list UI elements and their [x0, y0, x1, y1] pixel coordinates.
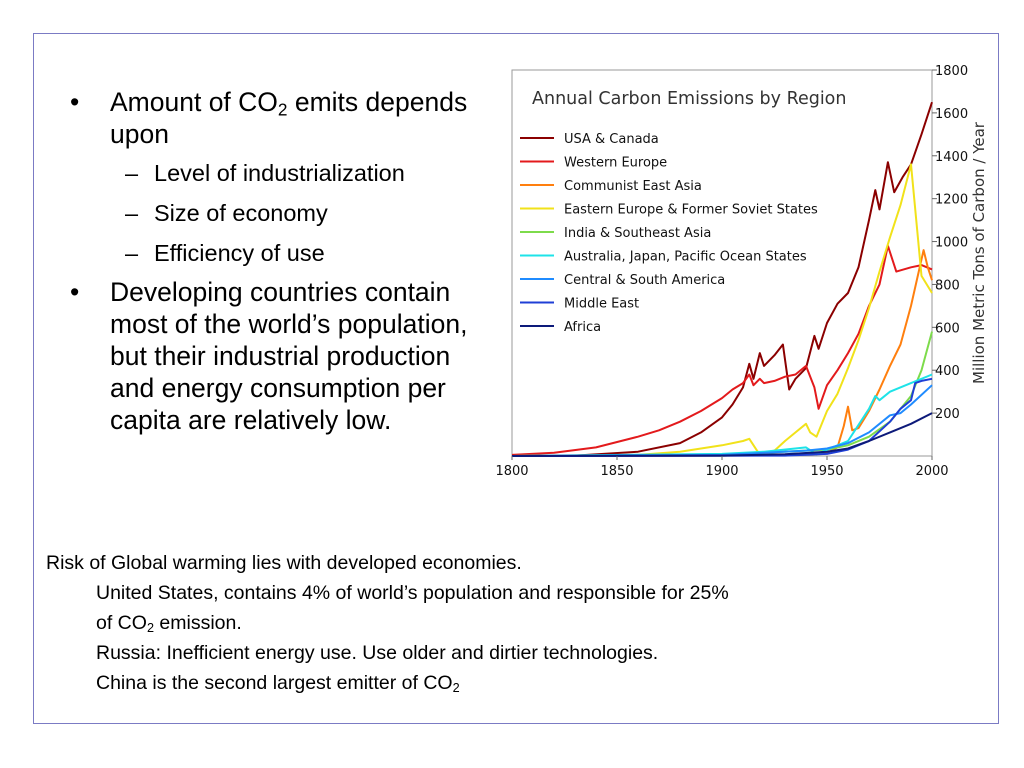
legend-label-6: Central & South America	[564, 273, 725, 288]
x-tick-label-4: 2000	[915, 464, 948, 479]
legend-label-5: Australia, Japan, Pacific Ocean States	[564, 250, 807, 265]
note-line-5: China is the second largest emitter of C…	[46, 668, 966, 698]
legend-label-4: India & Southeast Asia	[564, 226, 711, 241]
y-tick-label-1: 400	[935, 364, 960, 379]
sub-bullet-dash: –	[125, 240, 139, 266]
series-line-5	[511, 373, 933, 457]
y-tick-label-7: 1600	[935, 107, 968, 122]
emissions-chart: Annual Carbon Emissions by Region USA & C…	[490, 58, 990, 488]
sub-bullet-economy: – Size of economy	[70, 196, 490, 230]
bullet-list: • Amount of CO2 emits depends upon – Level…	[70, 86, 490, 436]
sub-bullet-text: Level of industrialization	[154, 160, 405, 186]
note-line-4: Russia: Inefficient energy use. Use olde…	[96, 642, 659, 664]
x-tick-label-1: 1850	[600, 464, 633, 479]
series-line-6	[511, 384, 933, 457]
note-line-3-pre: of CO	[96, 612, 147, 634]
x-tick-label-2: 1900	[705, 464, 738, 479]
y-tick-label-2: 600	[935, 321, 960, 336]
bullet-co2-text-pre: Amount of CO	[110, 87, 278, 117]
sub-bullet-text: Size of economy	[154, 200, 328, 226]
summary-note: Risk of Global warming lies with develop…	[46, 548, 966, 698]
sub-bullet-dash: –	[125, 160, 139, 186]
sub-bullet-text: Efficiency of use	[154, 240, 325, 266]
y-tick-label-3: 800	[935, 278, 960, 293]
y-tick-label-4: 1000	[935, 236, 968, 251]
y-tick-label-8: 1800	[935, 64, 968, 79]
note-line-3-post: emission.	[153, 612, 242, 634]
note-line-2: United States, contains 4% of world’s po…	[96, 582, 729, 604]
series-line-8	[511, 412, 933, 457]
legend-label-0: USA & Canada	[564, 132, 659, 147]
chart-svg: Annual Carbon Emissions by Region USA & C…	[495, 64, 988, 479]
legend-label-7: Middle East	[564, 297, 639, 312]
x-tick-label-3: 1950	[810, 464, 843, 479]
legend-label-1: Western Europe	[564, 156, 667, 171]
legend-label-3: Eastern Europe & Former Soviet States	[564, 203, 818, 218]
y-tick-label-5: 1200	[935, 193, 968, 208]
x-tick-label-0: 1800	[495, 464, 528, 479]
slide-frame	[33, 33, 999, 724]
sub-bullet-industrialization: – Level of industrialization	[70, 156, 490, 190]
chart-title: Annual Carbon Emissions by Region	[532, 89, 846, 109]
bullet-dot: •	[70, 277, 80, 307]
series-line-1	[511, 244, 933, 456]
note-line-5-pre: China is the second largest emitter of C…	[96, 672, 453, 694]
note-line-3: of CO2 emission.	[46, 608, 966, 638]
y-tick-label-0: 200	[935, 407, 960, 422]
legend-label-8: Africa	[564, 320, 601, 335]
bullet-dot: •	[70, 87, 80, 117]
note-line-3-subscript: 2	[146, 621, 154, 636]
series-line-0	[511, 101, 933, 457]
series-line-3	[511, 163, 933, 457]
bullet-developing-text: Developing countries contain most of the…	[110, 277, 468, 435]
legend-label-2: Communist East Asia	[564, 179, 702, 194]
bullet-co2-text-post: emits depends upon	[110, 87, 468, 149]
note-line-5-subscript: 2	[452, 681, 460, 696]
y-axis-label: Million Metric Tons of Carbon / Year	[970, 121, 988, 384]
note-line-1: Risk of Global warming lies with develop…	[46, 552, 522, 574]
bullet-developing-countries: • Developing countries contain most of th…	[70, 276, 490, 436]
sub-bullet-dash: –	[125, 200, 139, 226]
bullet-co2-subscript: 2	[277, 99, 288, 120]
bullet-co2: • Amount of CO2 emits depends upon	[70, 86, 490, 150]
plot-area	[511, 69, 933, 457]
sub-bullet-efficiency: – Efficiency of use	[70, 236, 490, 270]
y-tick-label-6: 1400	[935, 150, 968, 165]
series-line-7	[511, 377, 933, 457]
